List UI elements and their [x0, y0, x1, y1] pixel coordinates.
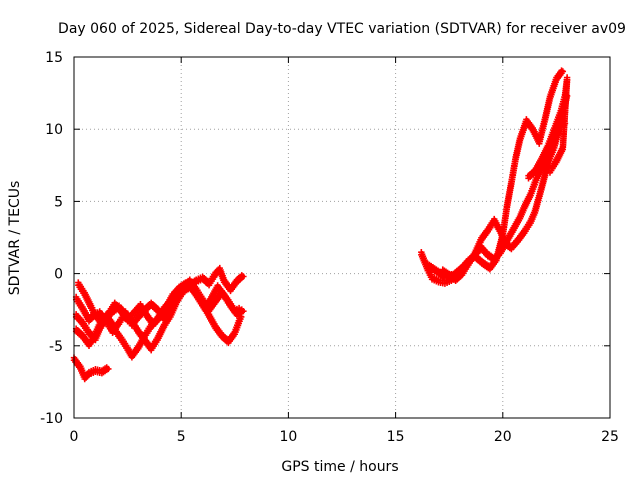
- series-track-9: [525, 74, 571, 182]
- data-point: [240, 307, 247, 315]
- y-tick-label: 5: [54, 194, 63, 210]
- grid-lines: [74, 57, 610, 418]
- series-track-8: [424, 67, 567, 282]
- axis-ticks: [73, 56, 611, 419]
- series-track-5: [75, 279, 247, 329]
- data-marks: [70, 67, 571, 383]
- data-point: [558, 67, 565, 74]
- x-tick-label: 20: [494, 429, 512, 445]
- x-tick-label: 15: [387, 429, 405, 445]
- plot-border: [73, 56, 611, 419]
- chart-title: Day 060 of 2025, Sidereal Day-to-day VTE…: [58, 21, 626, 37]
- y-tick-label: 10: [45, 122, 63, 138]
- y-tick-label: -5: [49, 339, 63, 355]
- plot-frame: [73, 56, 611, 419]
- x-tick-label: 0: [70, 429, 79, 445]
- y-tick-label: 0: [54, 267, 63, 283]
- y-axis-label: SDTVAR / TECUs: [7, 181, 23, 296]
- y-tick-label: -10: [40, 411, 63, 427]
- x-tick-label: 25: [601, 429, 619, 445]
- x-tick-label: 5: [177, 429, 186, 445]
- series-track-1: [70, 354, 112, 383]
- y-tick-label: 15: [45, 50, 63, 66]
- data-point: [240, 273, 247, 280]
- tick-labels: 0 5 10 15 20 25 -10 -5 0 5 10 15: [40, 50, 619, 445]
- x-tick-label: 10: [279, 429, 297, 445]
- x-axis-label: GPS time / hours: [281, 459, 398, 475]
- data-point: [546, 169, 554, 176]
- data-point: [105, 365, 112, 373]
- data-point: [559, 68, 567, 75]
- data-point: [548, 164, 555, 172]
